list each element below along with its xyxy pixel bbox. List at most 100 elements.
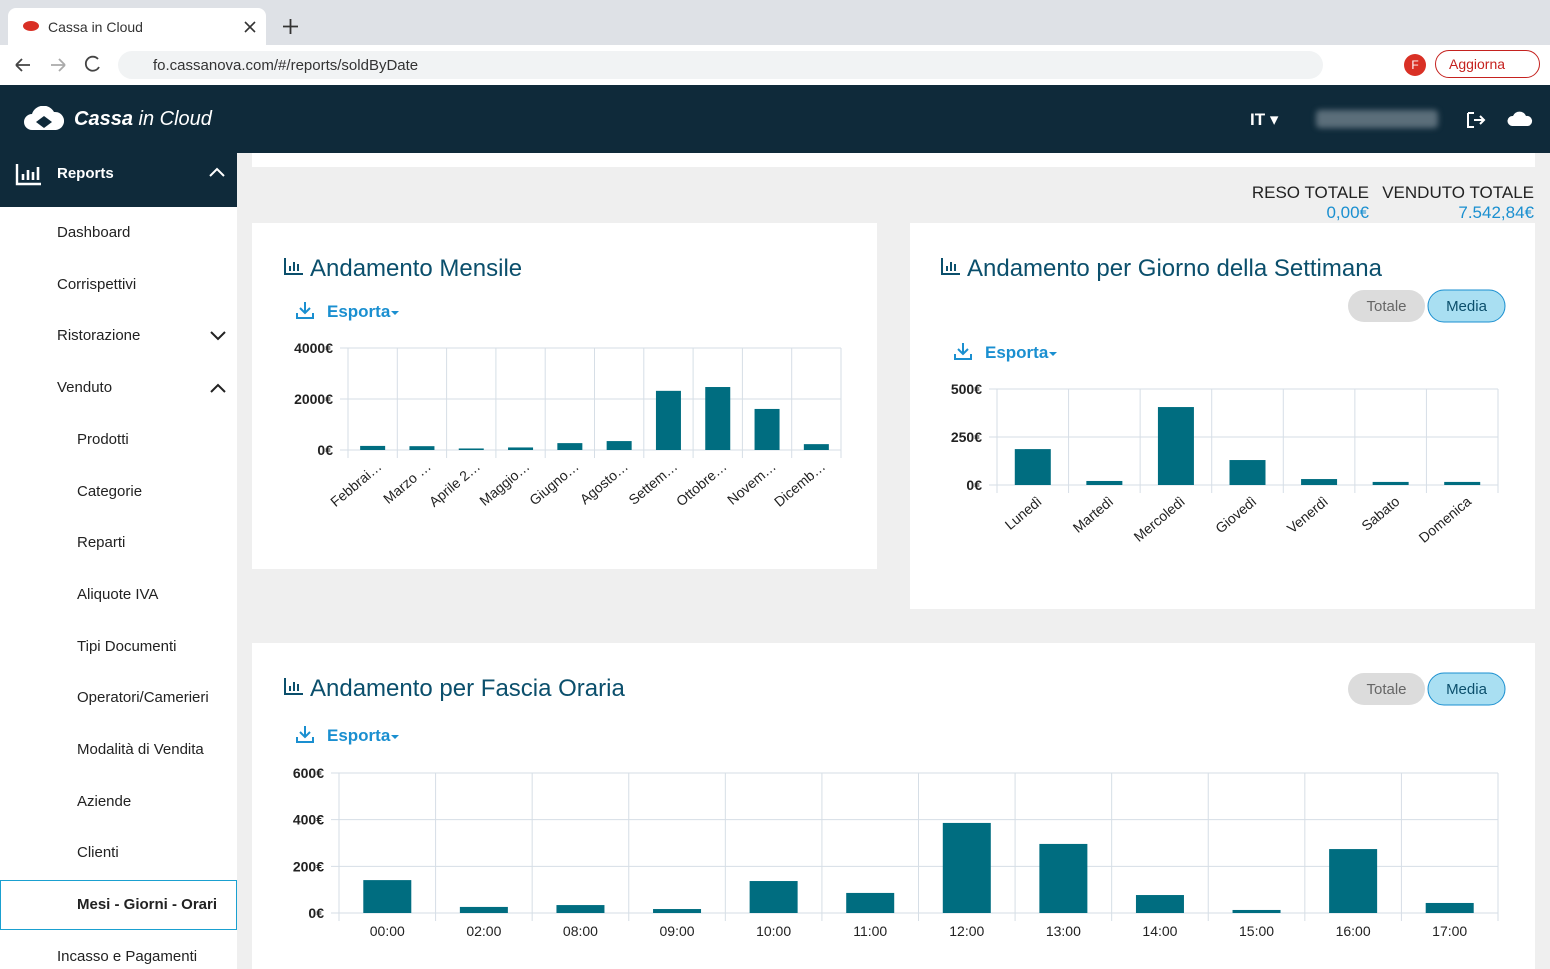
chart-icon — [284, 678, 303, 695]
toggle-bg — [1427, 289, 1506, 323]
profile-avatar[interactable]: F — [1404, 54, 1426, 76]
x-tick-label: 08:00 — [563, 923, 598, 939]
chart-icon — [284, 258, 303, 275]
sidebar-section[interactable]: Reports — [0, 153, 237, 207]
toggle-button[interactable]: Media — [1427, 672, 1506, 706]
toggle-button[interactable]: Totale — [1348, 673, 1425, 705]
bar — [705, 387, 731, 450]
y-tick-label: 0€ — [308, 905, 324, 921]
total-value: 0,00€ — [1326, 203, 1369, 222]
collapse-chevron — [209, 167, 225, 177]
bar — [1232, 909, 1281, 913]
bar — [459, 906, 508, 913]
sidebar-item[interactable]: Corrispettivi — [57, 275, 137, 293]
total: VENDUTO TOTALE 7.542,84€ — [1382, 183, 1534, 223]
x-tick-label: 12:00 — [949, 923, 984, 939]
chart-title: Andamento per Giorno della Settimana — [967, 255, 1383, 282]
x-tick-label: 11:00 — [853, 923, 887, 939]
chart-panel — [910, 223, 1535, 609]
toggle-bg — [1427, 672, 1506, 706]
toggle-label: Media — [1446, 298, 1488, 315]
x-tick-label: 10:00 — [756, 923, 791, 939]
x-tick-label: 17:00 — [1432, 923, 1467, 939]
sidebar-item[interactable]: Categorie — [77, 482, 143, 500]
top-panel-strip — [252, 153, 1535, 167]
sidebar — [0, 153, 237, 969]
chevron[interactable] — [210, 331, 226, 341]
update-button[interactable]: Aggiorna — [1435, 50, 1540, 78]
sidebar-item[interactable]: Modalità di Vendita — [77, 741, 204, 758]
bar — [655, 390, 681, 450]
export-label: Esporta — [327, 302, 391, 321]
x-tick-label: 00:00 — [370, 923, 405, 939]
bar — [409, 446, 435, 450]
export-caret — [391, 311, 399, 315]
export-label: Esporta — [985, 343, 1049, 362]
bar — [1329, 849, 1378, 913]
bar — [557, 443, 583, 450]
total: RESO TOTALE 0,00€ — [1252, 183, 1369, 223]
bar — [1372, 481, 1409, 485]
total-label: VENDUTO TOTALE — [1382, 183, 1534, 202]
browser-tab[interactable]: Cassa in Cloud — [8, 8, 266, 45]
export-button[interactable]: Esporta — [296, 302, 399, 321]
sidebar-item[interactable]: Tipi Documenti — [77, 637, 177, 655]
bar — [1039, 843, 1088, 913]
new-tab[interactable] — [283, 19, 298, 34]
tab-icon — [23, 21, 39, 31]
y-tick-label: 0€ — [966, 477, 982, 493]
toggle-button[interactable]: Media — [1427, 289, 1506, 323]
toggle-bg — [1348, 290, 1425, 322]
x-tick-label: 09:00 — [660, 923, 695, 939]
language-selector[interactable]: IT ▾ — [1250, 110, 1279, 129]
chart-title: Andamento per Fascia Oraria — [310, 675, 625, 702]
sidebar-item[interactable]: Venduto — [57, 379, 113, 397]
toggle-label: Media — [1446, 681, 1488, 698]
nav-buttons[interactable] — [14, 55, 114, 75]
bar — [508, 447, 534, 450]
sidebar-item[interactable]: Clienti — [77, 844, 119, 862]
y-tick-label: 250€ — [951, 429, 982, 445]
selected-item — [0, 880, 237, 931]
bar — [749, 881, 798, 913]
sidebar-item[interactable]: Ristorazione — [57, 327, 141, 345]
sidebar-item[interactable]: Dashboard — [57, 224, 131, 241]
header-icons[interactable] — [1466, 110, 1536, 130]
sidebar-item[interactable]: Mesi - Giorni - Orari — [77, 896, 218, 914]
export-button[interactable]: Esporta — [954, 343, 1057, 362]
bar — [754, 408, 780, 450]
x-tick-label: 02:00 — [466, 923, 501, 939]
brand-bold: Cassa — [74, 108, 133, 130]
chart-panel — [252, 643, 1535, 969]
export-icon — [296, 726, 314, 743]
sidebar-item[interactable]: Incasso e Pagamenti — [57, 947, 198, 965]
sidebar-item[interactable]: Reparti — [77, 534, 126, 552]
chevron[interactable] — [210, 383, 226, 393]
reports-icon — [15, 164, 41, 186]
toggle-label: Totale — [1366, 681, 1406, 698]
url-field[interactable]: fo.cassanova.com/#/reports/soldByDate — [118, 51, 1323, 79]
export-caret — [391, 735, 399, 739]
y-tick-label: 2000€ — [294, 391, 333, 407]
bar — [360, 445, 386, 450]
update-label: Aggiorna — [1449, 56, 1506, 72]
bar — [606, 441, 632, 450]
sidebar-item[interactable]: Aliquote IVA — [77, 585, 159, 603]
bar — [1425, 902, 1474, 913]
x-tick-label: 16:00 — [1336, 923, 1371, 939]
sidebar-item[interactable]: Operatori/Camerieri — [77, 689, 209, 707]
export-label: Esporta — [327, 726, 391, 745]
bar — [1135, 895, 1184, 913]
sidebar-item[interactable]: Prodotti — [77, 430, 129, 448]
toggle-button[interactable]: Totale — [1348, 290, 1425, 322]
export-button[interactable]: Esporta — [296, 726, 399, 745]
x-tick-label: 13:00 — [1046, 923, 1081, 939]
tab-close[interactable] — [244, 21, 256, 33]
app-header — [0, 85, 1550, 153]
sidebar-item[interactable]: Aziende — [77, 792, 132, 810]
chart-panel — [252, 223, 877, 569]
bar — [1014, 449, 1051, 485]
language: IT — [1250, 110, 1266, 129]
